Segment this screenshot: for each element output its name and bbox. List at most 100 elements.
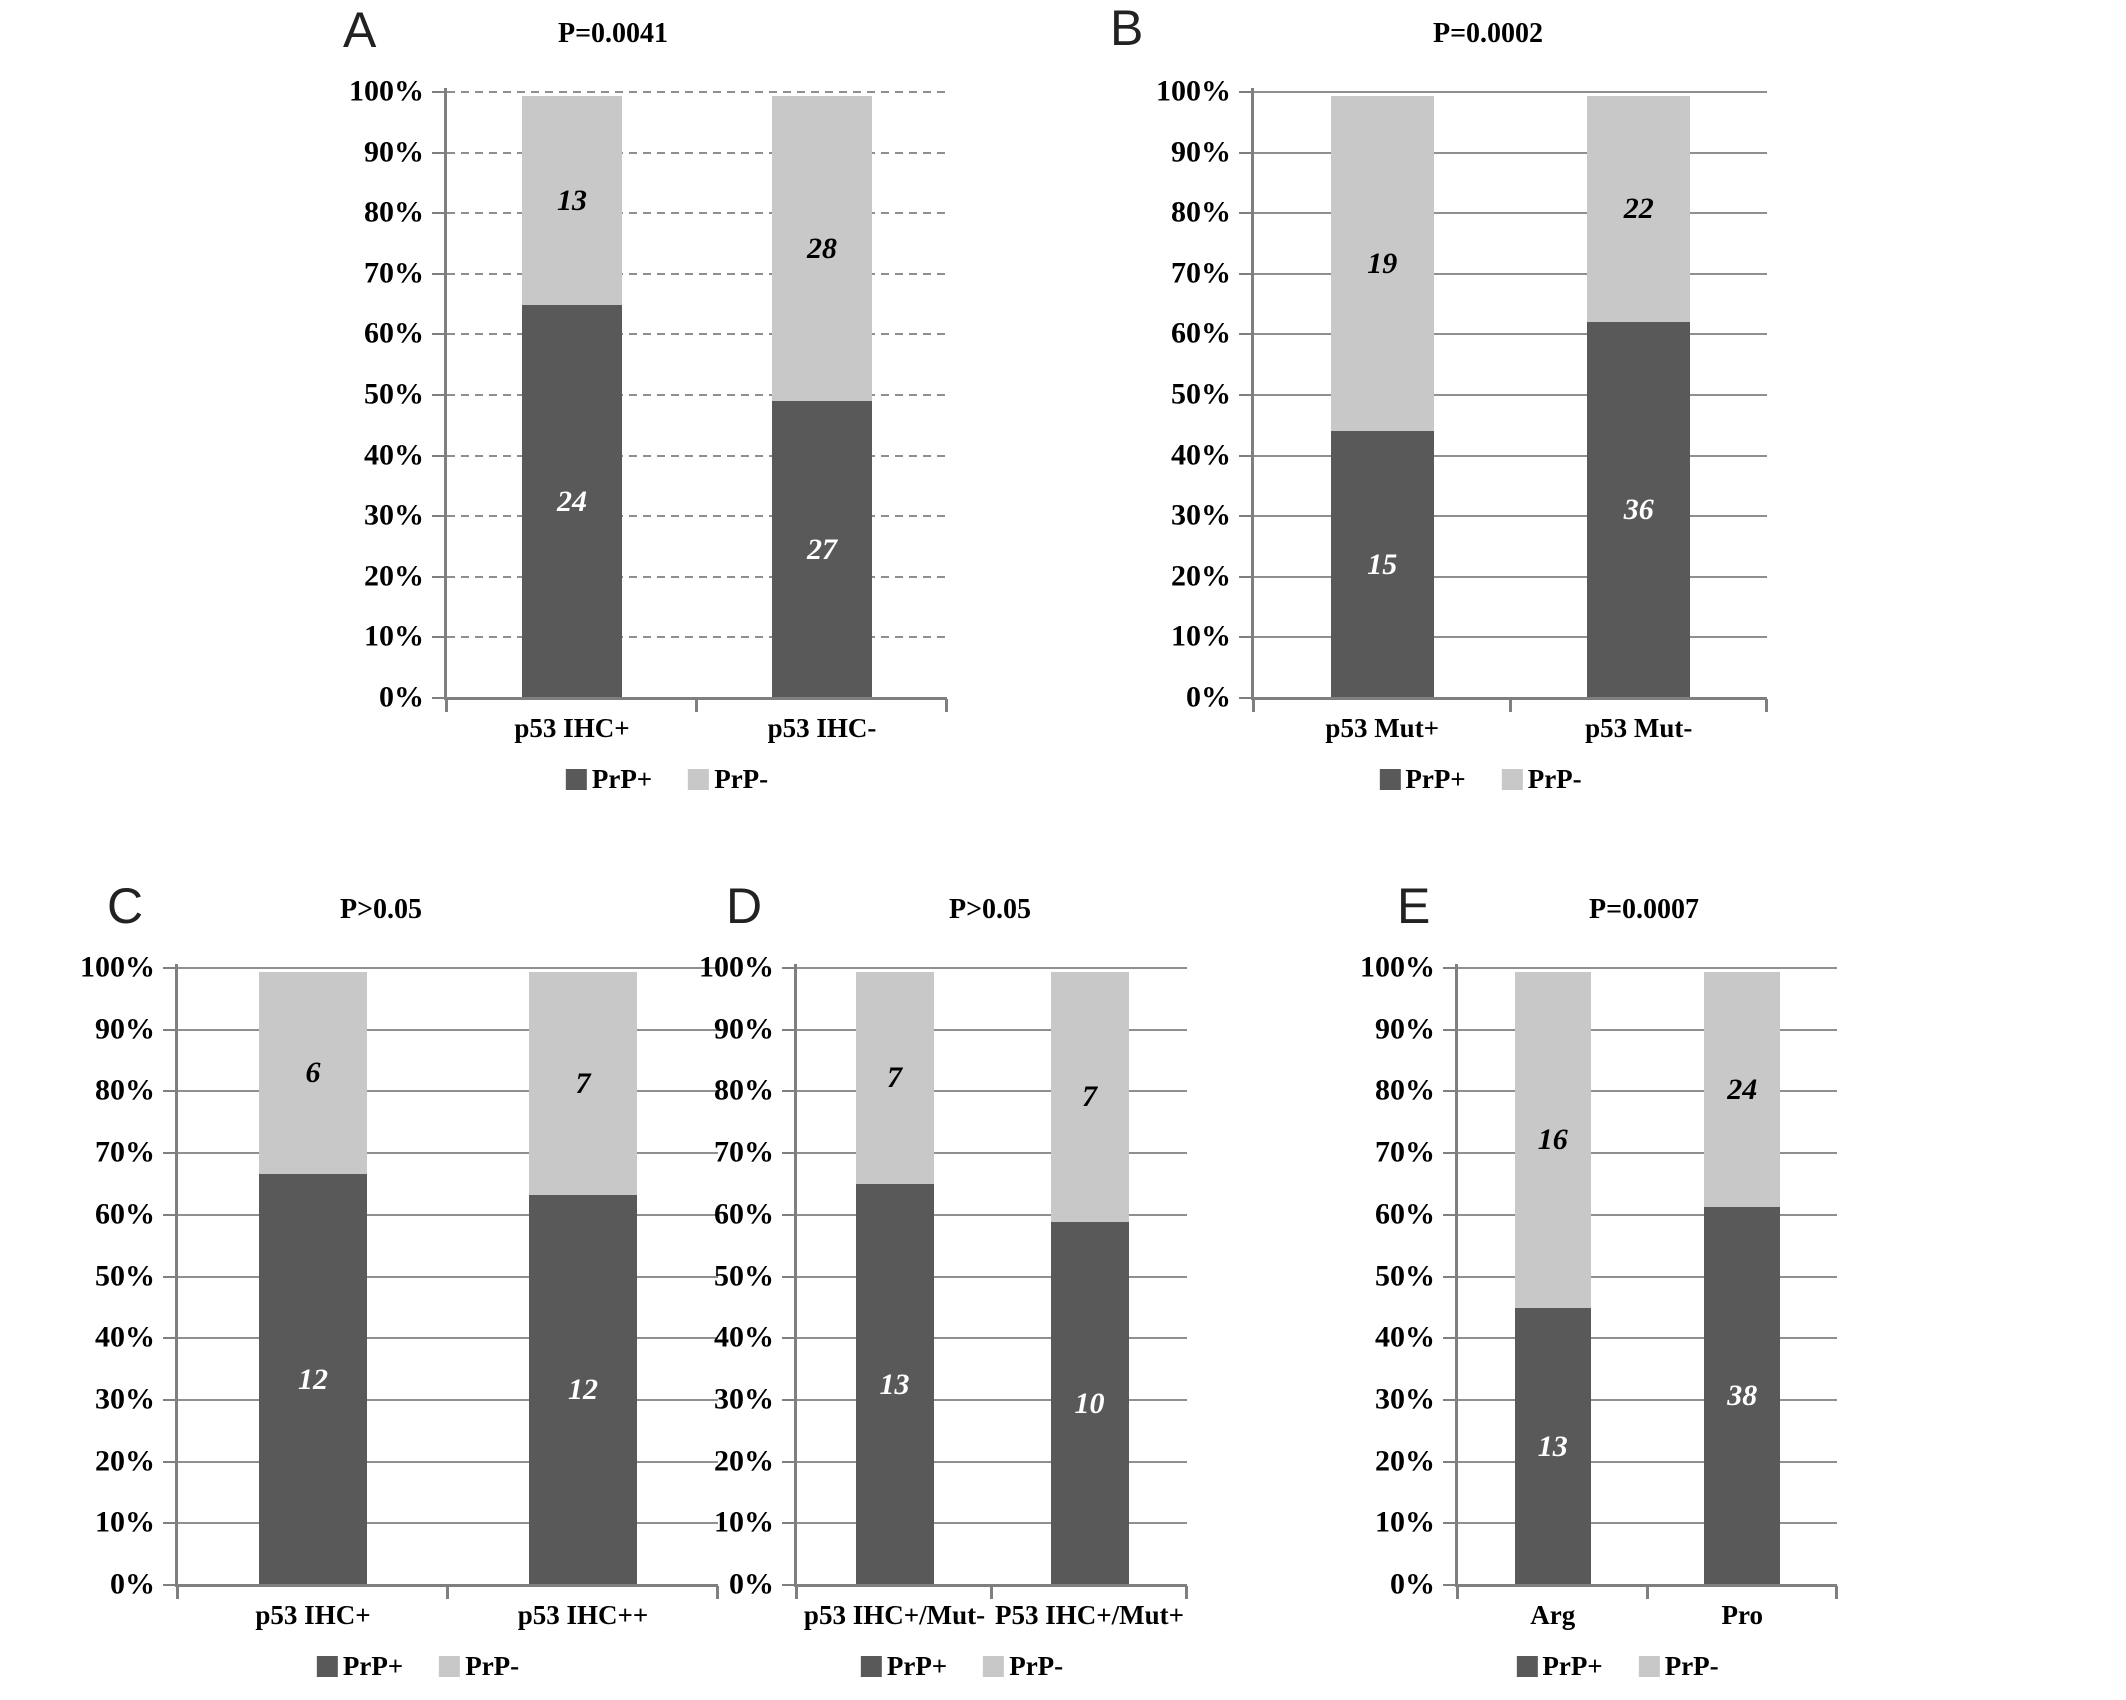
y-tick-label: 40% — [1171, 437, 1231, 471]
gridline — [797, 1522, 1187, 1525]
gridline — [1254, 454, 1767, 457]
gridline — [178, 1522, 718, 1525]
y-axis-tick — [1239, 394, 1252, 396]
legend: PrP+ PrP- — [1516, 1651, 1719, 1681]
bar-value-label: 13 — [1537, 1429, 1568, 1463]
y-tick-label: 20% — [1375, 1443, 1435, 1477]
bar-segment-prp-negative — [855, 972, 934, 1184]
legend-swatch-icon — [983, 1656, 1005, 1677]
y-tick-label: 100% — [80, 950, 155, 984]
y-axis-tick — [782, 1090, 795, 1093]
y-axis-tick — [782, 1522, 795, 1525]
gridline — [447, 515, 947, 518]
y-axis-tick — [163, 1275, 176, 1278]
x-axis-tick — [446, 1586, 449, 1599]
y-axis-tick — [163, 1213, 176, 1216]
bar-segment-prp-positive — [1704, 1207, 1781, 1585]
y-tick-label: 100% — [1360, 950, 1435, 984]
legend-label: PrP+ — [1542, 1651, 1603, 1681]
y-tick-label: 50% — [95, 1258, 155, 1292]
y-tick-label: 70% — [1171, 256, 1231, 290]
category-label: p53 IHC- — [767, 713, 877, 743]
x-axis-line — [1455, 1584, 1837, 1587]
y-axis-tick — [163, 1460, 176, 1463]
x-axis-line — [1251, 697, 1767, 700]
bar-value-label: 6 — [305, 1056, 321, 1089]
x-axis-tick — [1765, 699, 1768, 712]
y-axis-tick — [1443, 1152, 1456, 1155]
y-axis-tick — [782, 1028, 795, 1031]
y-axis-tick — [1239, 515, 1252, 518]
legend-item: PrP+ — [316, 1653, 403, 1680]
y-axis-tick — [782, 1398, 795, 1401]
bar-segment-prp-negative — [522, 96, 622, 305]
y-tick-label: 50% — [1375, 1258, 1435, 1292]
gridline — [797, 1028, 1187, 1031]
y-tick-label: 0% — [729, 1567, 774, 1601]
panel-letter: D — [726, 878, 763, 934]
y-axis-tick — [1239, 575, 1252, 578]
y-axis-tick — [1239, 212, 1252, 215]
bar-value-label: 7 — [1082, 1080, 1097, 1113]
x-axis-tick — [1252, 699, 1255, 712]
x-axis-line — [794, 1584, 1187, 1587]
gridline — [447, 333, 947, 336]
bar-value-label: 15 — [1367, 547, 1398, 581]
gridline — [178, 1090, 718, 1093]
gridline — [797, 1275, 1187, 1278]
y-tick-label: 90% — [364, 134, 424, 168]
gridline — [1254, 333, 1767, 336]
y-tick-label: 80% — [1375, 1073, 1435, 1107]
legend-swatch-icon — [1516, 1656, 1538, 1677]
gridline — [1458, 1090, 1837, 1093]
y-tick-label: 10% — [364, 619, 424, 653]
category-label: Pro — [1721, 1600, 1764, 1630]
gridline — [178, 1398, 718, 1401]
x-axis-tick — [176, 1586, 179, 1599]
gridline — [1254, 515, 1767, 518]
plot-area: 0% 10% 20% 30% 40% 50% 60% 70% 80% 90% 100% 13 16 38 2… — [1360, 952, 1838, 1599]
bar-segment-prp-negative — [772, 96, 872, 401]
y-axis-line — [794, 964, 797, 1587]
legend-item: PrP+ — [860, 1653, 947, 1680]
legend-item: PrP+ — [565, 766, 652, 793]
y-tick-label: 90% — [714, 1012, 774, 1046]
plot-area: 0% 10% 20% 30% 40% 50% 60% 70% 80% 90% 100% 13 7 10 7 — [699, 952, 1188, 1599]
y-axis-tick — [782, 1337, 795, 1340]
x-axis-tick — [445, 699, 448, 712]
bar-segment-prp-negative — [259, 972, 367, 1174]
gridline — [447, 91, 947, 93]
x-axis-tick — [945, 699, 948, 712]
p-value-title: P=0.0007 — [1588, 894, 1700, 925]
y-tick-label: 40% — [364, 437, 424, 471]
bar-segment-prp-positive — [529, 1195, 637, 1585]
y-tick-label: 20% — [95, 1443, 155, 1477]
y-axis-tick — [163, 1337, 176, 1340]
gridline — [447, 636, 947, 639]
plot-area: 0% 10% 20% 30% 40% 50% 60% 70% 80% 90% 100% 15 19 36 2… — [1156, 76, 1768, 712]
y-axis-tick — [782, 967, 795, 969]
y-axis-tick — [163, 1152, 176, 1155]
gridline — [797, 967, 1187, 969]
x-axis-tick — [1456, 1586, 1459, 1599]
y-tick-label: 50% — [1171, 377, 1231, 411]
gridline — [1254, 91, 1767, 93]
y-tick-label: 30% — [95, 1382, 155, 1416]
y-tick-label: 90% — [95, 1012, 155, 1046]
legend-label: PrP- — [465, 1651, 520, 1681]
y-tick-label: 100% — [699, 950, 774, 984]
y-axis-tick — [1443, 1584, 1456, 1586]
y-tick-label: 0% — [1390, 1567, 1435, 1601]
y-axis-tick — [782, 1213, 795, 1216]
y-axis-tick — [1443, 1275, 1456, 1278]
bar-segment-prp-positive — [522, 305, 622, 698]
y-tick-label: 0% — [110, 1567, 155, 1601]
gridline — [447, 212, 947, 215]
legend: PrP+ PrP- — [316, 1651, 520, 1681]
category-label: Arg — [1530, 1600, 1576, 1630]
y-tick-label: 10% — [95, 1505, 155, 1539]
y-axis-tick — [432, 636, 445, 639]
legend-label: PrP- — [1009, 1651, 1064, 1681]
y-axis-tick — [432, 394, 445, 396]
